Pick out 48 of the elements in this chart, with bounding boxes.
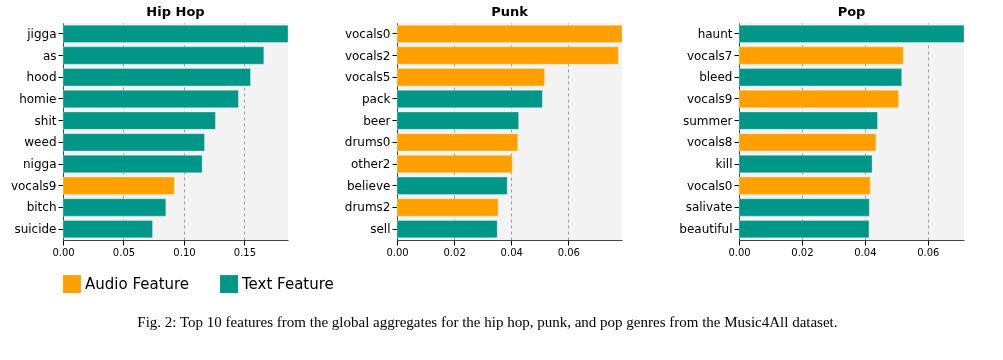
y-tick-label: vocals5 [344, 70, 391, 85]
y-tick-label: bitch [26, 200, 57, 215]
y-tick-label: summer [682, 113, 733, 128]
y-tick-label: weed [24, 135, 57, 150]
y-tick-label: homie [19, 91, 57, 106]
x-tick-label: 0.06 [917, 246, 940, 258]
legend-label: Audio Feature [85, 275, 190, 294]
y-tick-label: nigga [22, 157, 57, 172]
y-tick-label: bleed [699, 70, 733, 85]
x-tick-label: 0.06 [557, 246, 580, 258]
y-tick-label: other2 [350, 157, 391, 172]
caption: Fig. 2: Top 10 features from the global aggregates for the hip hop, punk, and pop genres from the Music4All dataset. [137, 314, 838, 330]
x-tick-label: 0.05 [112, 246, 136, 258]
y-tick-label: vocals0 [686, 178, 733, 193]
y-tick-label: as [42, 48, 57, 63]
y-tick-label: pack [361, 91, 391, 106]
y-tick-label: suicide [14, 222, 57, 237]
y-tick-label: vocals9 [10, 178, 57, 193]
x-tick-label: 0.00 [52, 246, 75, 258]
y-tick-label: kill [715, 157, 733, 172]
x-tick-label: 0.00 [728, 246, 751, 258]
y-tick-label: vocals0 [344, 26, 391, 41]
y-tick-label: vocals7 [686, 48, 733, 63]
x-tick-label: 0.04 [500, 246, 523, 258]
y-tick-label: beer [363, 113, 391, 128]
x-tick-label: 0.15 [233, 246, 257, 258]
y-tick-label: believe [346, 178, 391, 193]
y-tick-label: drums2 [344, 200, 391, 215]
y-tick-label: hood [26, 70, 57, 85]
y-tick-label: shit [34, 113, 57, 128]
chart-title: Punk [491, 4, 529, 19]
y-tick-label: beautiful [679, 222, 733, 237]
y-tick-label: vocals2 [344, 48, 391, 63]
y-tick-label: haunt [697, 26, 733, 41]
x-tick-label: 0.02 [443, 246, 466, 258]
x-tick-label: 0.02 [791, 246, 814, 258]
x-tick-label: 0.10 [173, 246, 196, 258]
y-tick-label: vocals9 [686, 91, 733, 106]
y-tick-label: sell [370, 222, 391, 237]
chart-title: Hip Hop [146, 4, 205, 19]
y-tick-label: salivate [685, 200, 733, 215]
legend-label: Text Feature [241, 275, 334, 294]
chart-title: Pop [837, 4, 866, 19]
y-tick-label: drums0 [344, 135, 391, 150]
x-tick-label: 0.00 [386, 246, 409, 258]
x-tick-label: 0.04 [854, 246, 877, 258]
y-tick-label: jigga [26, 26, 57, 41]
y-tick-label: vocals8 [686, 135, 733, 150]
